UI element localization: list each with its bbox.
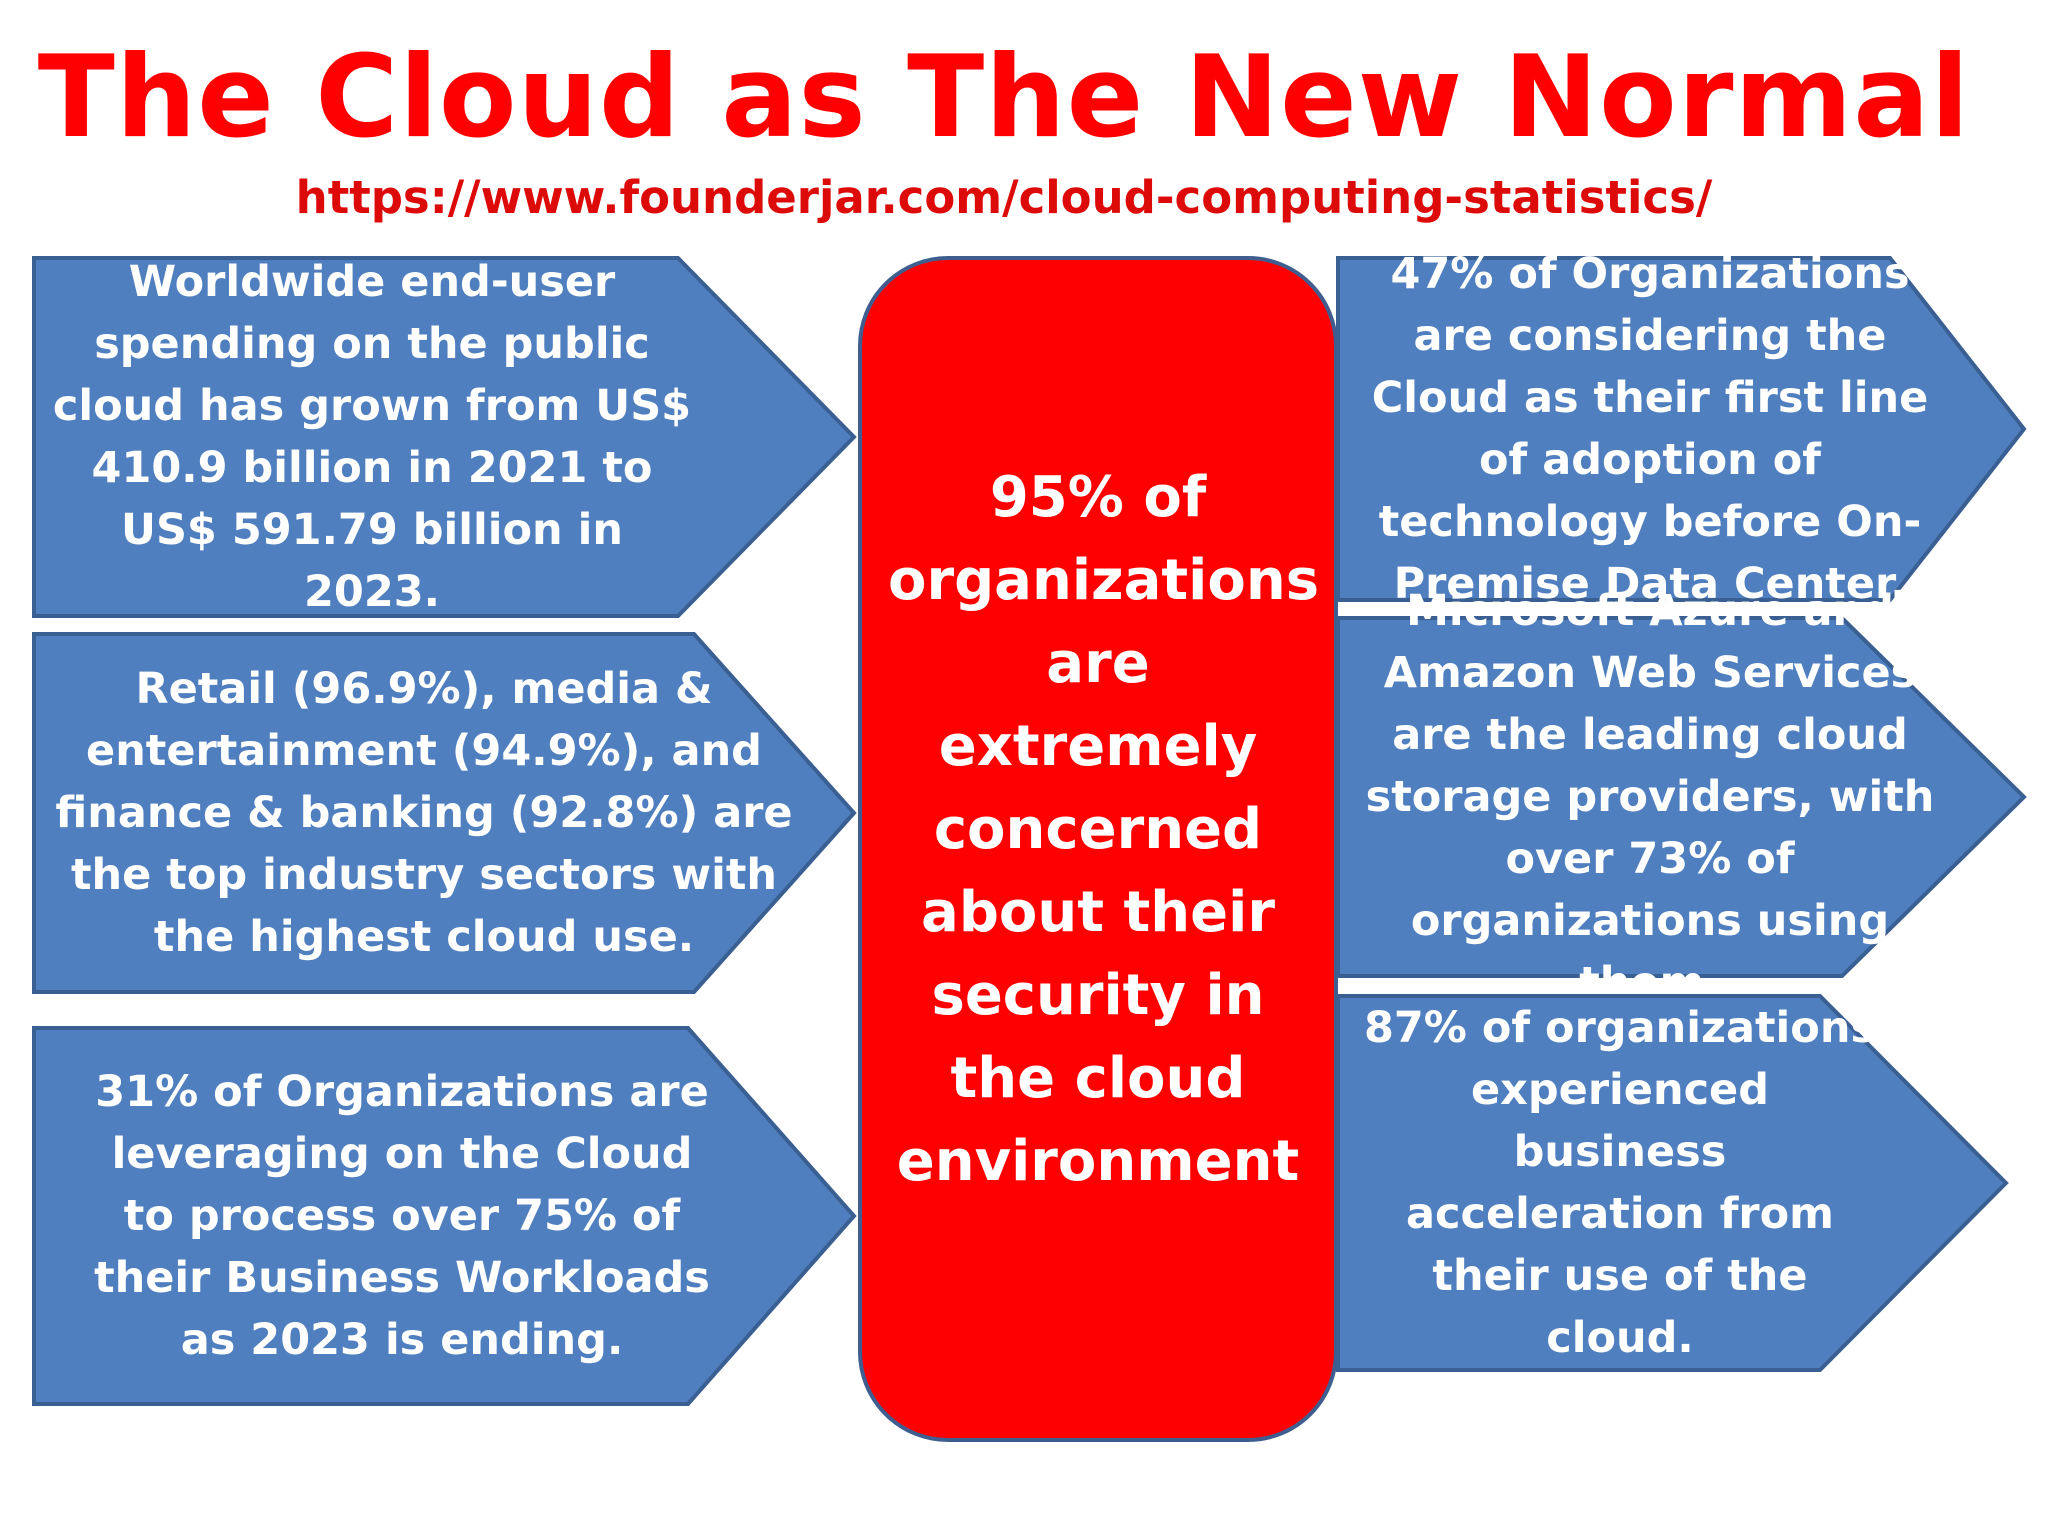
arrow-text: Microsoft Azure and Amazon Web Services …	[1365, 586, 1935, 1008]
center-highlight-box: 95% of organizations are extremely conce…	[858, 256, 1338, 1442]
arrow-text: 47% of Organizations are considering the…	[1371, 249, 1929, 609]
arrow-shape	[32, 632, 857, 994]
left-arrow-spending: Worldwide end-user spending on the publi…	[32, 256, 857, 618]
arrow-text: Worldwide end-user spending on the publi…	[52, 257, 692, 617]
page-title: The Cloud as The New Normal	[37, 31, 1971, 163]
arrow-shape	[32, 1026, 857, 1406]
arrow-text: 87% of organizations experienced busines…	[1363, 1003, 1877, 1363]
right-arrow-first-line-adoption: 47% of Organizations are considering the…	[1336, 249, 2027, 609]
arrow-text: Retail (96.9%), media & entertainment (9…	[55, 664, 793, 962]
left-arrow-industry-sectors: Retail (96.9%), media & entertainment (9…	[32, 632, 857, 994]
arrow-text: 31% of Organizations are leveraging on t…	[94, 1067, 710, 1365]
right-arrow-business-acceleration: 87% of organizations experienced busines…	[1336, 994, 2009, 1372]
right-arrow-storage-providers: Microsoft Azure and Amazon Web Services …	[1336, 586, 2027, 1008]
source-url: https://www.founderjar.com/cloud-computi…	[295, 171, 1713, 224]
arrow-shape	[1336, 994, 2009, 1372]
arrow-shape	[1336, 616, 2027, 978]
center-highlight-text: 95% of organizations are extremely conce…	[888, 464, 1320, 1194]
arrow-shape	[1336, 256, 2027, 602]
arrow-shape	[32, 256, 857, 618]
left-arrow-workloads: 31% of Organizations are leveraging on t…	[32, 1026, 857, 1406]
